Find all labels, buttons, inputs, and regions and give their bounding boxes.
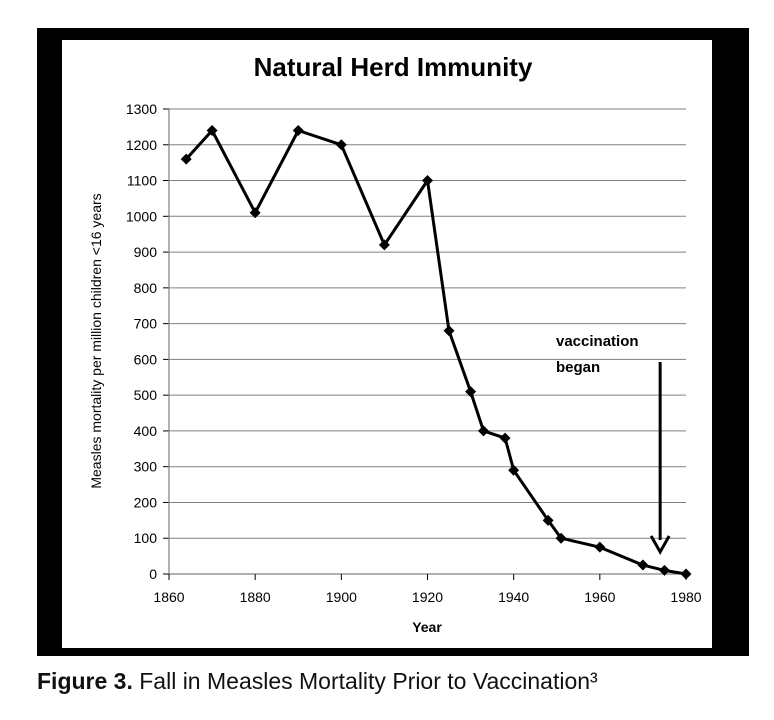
ytick-label-100: 100 — [134, 530, 158, 546]
xtick-label-1900: 1900 — [326, 589, 357, 605]
ytick-label-1300: 1300 — [126, 101, 157, 117]
xtick-label-1940: 1940 — [498, 589, 529, 605]
xtick-label-1860: 1860 — [153, 589, 184, 605]
ytick-label-1100: 1100 — [127, 173, 157, 189]
xtick-label-1980: 1980 — [670, 589, 701, 605]
x-axis-title: Year — [412, 619, 442, 635]
figure-caption: Figure 3. Fall in Measles Mortality Prio… — [37, 668, 598, 695]
xtick-label-1880: 1880 — [240, 589, 271, 605]
data-point-1930 — [465, 386, 477, 398]
data-point-1948 — [542, 514, 554, 526]
ytick-label-500: 500 — [134, 387, 158, 403]
ytick-label-300: 300 — [134, 459, 158, 475]
annotation-arrow-head — [649, 535, 671, 556]
data-point-1951 — [555, 532, 567, 544]
data-point-1980 — [680, 568, 692, 580]
ytick-label-1200: 1200 — [126, 137, 157, 153]
annotation-line-1: vaccination — [556, 333, 639, 350]
data-point-1890 — [292, 124, 304, 136]
annotation-line-2: began — [556, 359, 600, 376]
vaccination-annotation: vaccination began — [556, 333, 671, 556]
data-point-1938 — [499, 432, 511, 444]
data-point-1910 — [378, 239, 390, 251]
data-point-1870 — [206, 124, 218, 136]
data-point-1925 — [443, 325, 455, 337]
data-point-1960 — [594, 541, 606, 553]
ytick-label-800: 800 — [134, 280, 158, 296]
xtick-label-1920: 1920 — [412, 589, 443, 605]
ytick-label-600: 600 — [134, 351, 158, 367]
data-point-1864 — [180, 153, 192, 165]
ytick-label-400: 400 — [134, 423, 158, 439]
data-point-1920 — [422, 175, 433, 187]
ytick-label-900: 900 — [134, 244, 158, 260]
data-point-1900 — [335, 139, 347, 151]
data-point-1940 — [508, 464, 520, 476]
ytick-label-700: 700 — [134, 316, 158, 332]
series-line-0 — [185, 129, 687, 576]
caption-label: Figure 3. — [37, 668, 133, 694]
y-axis-title: Measles mortality per million children <… — [88, 193, 104, 488]
ytick-label-1000: 1000 — [126, 208, 157, 224]
y-tick-labels: 0 100 200 300 400 500 600 700 800 900 1000 1100 1200… — [126, 101, 157, 582]
xtick-label-1960: 1960 — [584, 589, 615, 605]
chart-svg: Natural Herd Immunity 0 100 200 300 400 500 60… — [88, 52, 702, 635]
data-point-1933 — [478, 425, 490, 437]
series-mortality — [180, 124, 692, 580]
ytick-label-200: 200 — [134, 494, 158, 510]
data-point-1970 — [637, 559, 649, 571]
data-point-1975 — [658, 564, 670, 576]
caption-text: Fall in Measles Mortality Prior to Vacci… — [132, 668, 598, 694]
chart-title: Natural Herd Immunity — [254, 52, 533, 82]
grid-lines — [163, 108, 686, 575]
ytick-label-0: 0 — [149, 566, 157, 582]
x-tick-labels: 1860 1880 1900 1920 1940 1960 1980 — [153, 574, 702, 605]
data-point-1880 — [249, 207, 261, 219]
